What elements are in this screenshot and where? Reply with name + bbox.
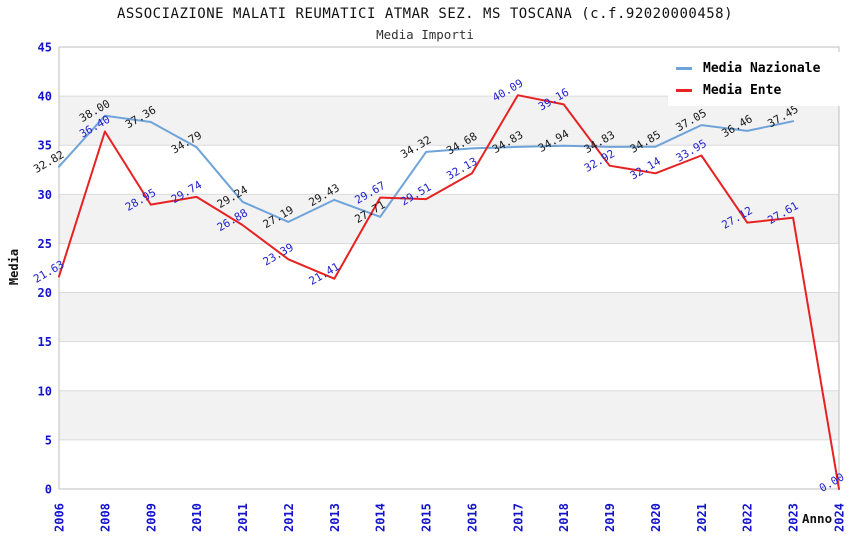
svg-text:2024: 2024 — [833, 503, 847, 532]
svg-text:23.39: 23.39 — [261, 241, 296, 269]
svg-text:21.41: 21.41 — [307, 260, 342, 288]
legend-label: Media Nazionale — [703, 60, 821, 76]
svg-text:30: 30 — [38, 188, 52, 202]
x-axis-title: Anno — [802, 511, 833, 526]
legend-swatch-media-ente-icon — [676, 88, 692, 92]
svg-text:40: 40 — [38, 90, 52, 104]
legend-label: Media Ente — [703, 82, 782, 98]
svg-text:2010: 2010 — [190, 503, 204, 532]
svg-text:2014: 2014 — [374, 503, 388, 532]
svg-text:2021: 2021 — [695, 503, 709, 532]
svg-text:15: 15 — [38, 335, 52, 349]
svg-text:25: 25 — [38, 237, 52, 251]
svg-text:2016: 2016 — [465, 503, 479, 532]
svg-text:2017: 2017 — [511, 503, 525, 532]
legend-swatch-media-nazionale-icon — [676, 66, 692, 70]
chart-subtitle: Media Importi — [376, 27, 474, 42]
svg-text:2009: 2009 — [144, 503, 158, 532]
svg-text:2015: 2015 — [420, 503, 434, 532]
svg-text:2018: 2018 — [557, 503, 571, 532]
svg-text:35: 35 — [38, 139, 52, 153]
svg-text:10: 10 — [38, 384, 52, 398]
legend-item-media-nazionale: Media Nazionale — [676, 57, 850, 79]
svg-text:45: 45 — [38, 41, 52, 55]
svg-text:0.00: 0.00 — [817, 470, 846, 495]
svg-text:2019: 2019 — [603, 503, 617, 532]
svg-text:2012: 2012 — [282, 503, 296, 532]
svg-text:21.63: 21.63 — [31, 258, 66, 286]
svg-text:0: 0 — [45, 483, 52, 497]
svg-text:2011: 2011 — [236, 503, 250, 532]
svg-text:2022: 2022 — [741, 503, 755, 532]
svg-text:5: 5 — [45, 433, 52, 447]
svg-text:2013: 2013 — [328, 503, 342, 532]
chart-title: ASSOCIAZIONE MALATI REUMATICI ATMAR SEZ.… — [116, 6, 734, 22]
svg-text:2008: 2008 — [98, 503, 112, 532]
legend-item-media-ente: Media Ente — [676, 79, 850, 101]
svg-text:2023: 2023 — [787, 503, 801, 532]
svg-text:2020: 2020 — [649, 503, 663, 532]
svg-text:20: 20 — [38, 286, 52, 300]
legend: Media Nazionale Media Ente — [668, 52, 850, 106]
svg-text:2006: 2006 — [53, 503, 67, 532]
svg-text:32.14: 32.14 — [628, 154, 664, 182]
